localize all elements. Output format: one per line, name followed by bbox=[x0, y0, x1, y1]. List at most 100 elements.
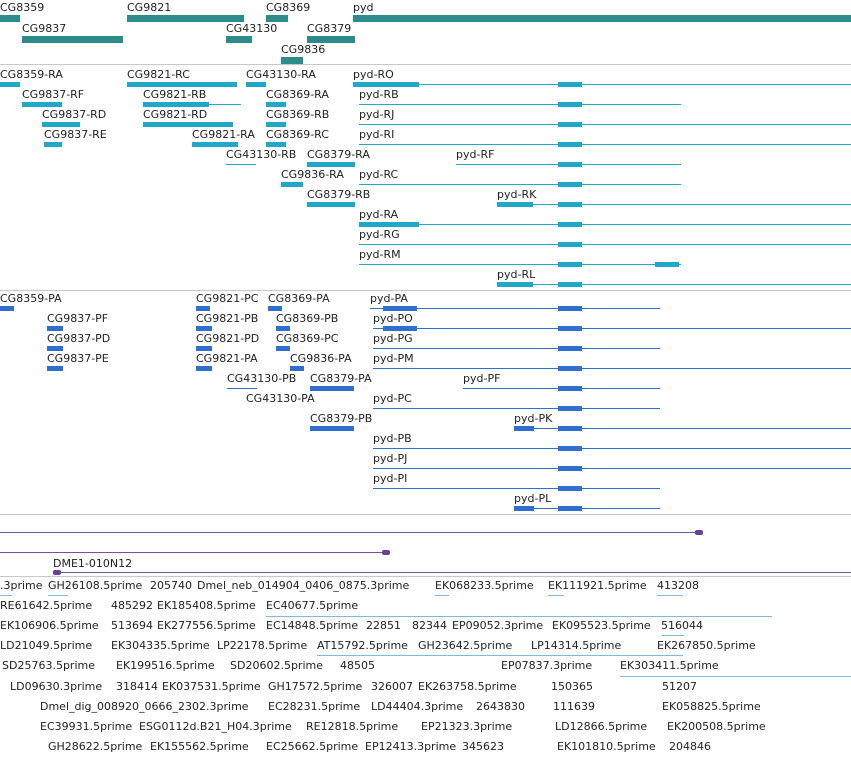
transcript-label[interactable]: CG9821-RA bbox=[192, 128, 255, 141]
est-alignment[interactable] bbox=[657, 595, 683, 596]
protein-label[interactable]: CG8369-PB bbox=[276, 312, 339, 325]
transcript-exon[interactable] bbox=[127, 82, 237, 87]
est-label[interactable]: Dmel_neb_014904_0406_0875.3prime bbox=[197, 579, 410, 592]
transcript-exon[interactable] bbox=[22, 102, 62, 107]
clone-line[interactable] bbox=[0, 552, 388, 553]
est-label[interactable]: EK185408.5prime bbox=[157, 599, 256, 612]
est-label[interactable]: EK037531.5prime bbox=[162, 680, 261, 693]
transcript-exon[interactable] bbox=[0, 82, 20, 87]
est-label[interactable]: EK111921.5prime bbox=[548, 579, 647, 592]
protein-label[interactable]: CG8379-PA bbox=[310, 372, 372, 385]
gene-bar[interactable] bbox=[0, 15, 20, 22]
cds-exon[interactable] bbox=[196, 326, 212, 331]
cds-exon[interactable] bbox=[290, 366, 304, 371]
gene-label[interactable]: CG43130 bbox=[226, 22, 278, 35]
cds-exon[interactable] bbox=[558, 426, 582, 431]
transcript-exon[interactable] bbox=[192, 142, 238, 147]
est-alignment[interactable] bbox=[48, 595, 68, 596]
est-label[interactable]: 318414 bbox=[116, 680, 158, 693]
transcript-label[interactable]: pyd-RA bbox=[359, 208, 399, 221]
gene-bar[interactable] bbox=[266, 15, 288, 22]
gene-label[interactable]: CG9836 bbox=[281, 43, 326, 56]
est-label[interactable]: LD21049.5prime bbox=[0, 639, 93, 652]
cds-exon[interactable] bbox=[310, 386, 354, 391]
clone-end-marker[interactable] bbox=[382, 550, 390, 555]
est-label[interactable]: EK095523.5prime bbox=[552, 619, 651, 632]
transcript-exon[interactable] bbox=[246, 82, 266, 87]
est-label[interactable]: Dmel_dig_008920_0666_2302.3prime bbox=[40, 700, 249, 713]
est-label[interactable]: 326007 bbox=[371, 680, 413, 693]
transcript-exon[interactable] bbox=[558, 82, 582, 87]
est-label[interactable]: LP14314.5prime bbox=[531, 639, 622, 652]
est-label[interactable]: EC40677.5prime bbox=[266, 599, 359, 612]
gene-label[interactable]: pyd bbox=[353, 1, 374, 14]
est-label[interactable]: 22851 bbox=[366, 619, 401, 632]
transcript-exon[interactable] bbox=[143, 102, 209, 107]
est-label[interactable]: 516044 bbox=[661, 619, 703, 632]
est-label[interactable]: 111639 bbox=[553, 700, 595, 713]
protein-label[interactable]: CG9821-PB bbox=[196, 312, 259, 325]
est-label[interactable]: EK304335.5prime bbox=[111, 639, 210, 652]
transcript-exon[interactable] bbox=[558, 142, 582, 147]
transcript-label[interactable]: CG8359-RA bbox=[0, 68, 63, 81]
cds-exon[interactable] bbox=[383, 306, 417, 311]
est-alignment[interactable] bbox=[435, 595, 449, 596]
cds-exon[interactable] bbox=[383, 326, 417, 331]
transcript-label[interactable]: pyd-RC bbox=[359, 168, 399, 181]
transcript-label[interactable]: CG8379-RA bbox=[307, 148, 370, 161]
protein-label[interactable]: CG9837-PD bbox=[47, 332, 111, 345]
protein-label[interactable]: CG8379-PB bbox=[310, 412, 373, 425]
est-label[interactable]: 48505 bbox=[340, 659, 375, 672]
clone-label[interactable]: DME1-010N12 bbox=[53, 557, 133, 570]
protein-label[interactable]: pyd-PF bbox=[463, 372, 501, 385]
transcript-exon[interactable] bbox=[558, 262, 582, 267]
est-label[interactable]: RE61642.5prime bbox=[0, 599, 93, 612]
est-label[interactable]: GH28622.5prime bbox=[48, 740, 143, 753]
transcript-exon[interactable] bbox=[558, 242, 582, 247]
est-label[interactable]: EK058825.5prime bbox=[662, 700, 761, 713]
est-label[interactable]: EP07837.3prime bbox=[501, 659, 593, 672]
est-label[interactable]: 150365 bbox=[551, 680, 593, 693]
cds-exon[interactable] bbox=[276, 326, 290, 331]
gene-label[interactable]: CG8369 bbox=[266, 1, 311, 14]
protein-label[interactable]: pyd-PO bbox=[373, 312, 413, 325]
transcript-exon[interactable] bbox=[558, 122, 582, 127]
est-label[interactable]: 485292 bbox=[111, 599, 153, 612]
clone-end-marker[interactable] bbox=[53, 570, 61, 575]
cds-exon[interactable] bbox=[558, 406, 582, 411]
est-alignment[interactable] bbox=[317, 655, 683, 656]
est-label[interactable]: SD25763.5prime bbox=[2, 659, 95, 672]
protein-label[interactable]: pyd-PA bbox=[370, 292, 408, 305]
transcript-label[interactable]: pyd-RO bbox=[353, 68, 394, 81]
cds-exon[interactable] bbox=[276, 346, 290, 351]
est-label[interactable]: EP12413.3prime bbox=[365, 740, 457, 753]
protein-label[interactable]: CG9837-PF bbox=[47, 312, 109, 325]
transcript-label[interactable]: pyd-RJ bbox=[359, 108, 395, 121]
est-label[interactable]: EC39931.5prime bbox=[40, 720, 133, 733]
est-label[interactable]: RE12818.5prime bbox=[306, 720, 399, 733]
protein-label[interactable]: CG8369-PA bbox=[268, 292, 330, 305]
cds-exon[interactable] bbox=[558, 446, 582, 451]
est-label[interactable]: 413208 bbox=[657, 579, 699, 592]
transcript-label[interactable]: pyd-RB bbox=[359, 88, 399, 101]
transcript-label[interactable]: pyd-RI bbox=[359, 128, 395, 141]
cds-exon[interactable] bbox=[268, 306, 282, 311]
cds-exon[interactable] bbox=[514, 506, 534, 511]
est-label[interactable]: EP09052.3prime bbox=[452, 619, 544, 632]
est-alignment[interactable] bbox=[662, 635, 684, 636]
est-label[interactable]: ESG0112d.B21_H04.3prime bbox=[139, 720, 292, 733]
protein-label[interactable]: pyd-PJ bbox=[373, 452, 408, 465]
gene-bar[interactable] bbox=[307, 36, 355, 43]
est-label[interactable]: LD44404.3prime bbox=[371, 700, 464, 713]
est-label[interactable]: EK199516.5prime bbox=[116, 659, 215, 672]
protein-label[interactable]: pyd-PL bbox=[514, 492, 552, 505]
est-label[interactable]: SD20602.5prime bbox=[230, 659, 323, 672]
transcript-label[interactable]: CG9837-RF bbox=[22, 88, 85, 101]
est-label[interactable]: 51207 bbox=[662, 680, 697, 693]
transcript-exon[interactable] bbox=[307, 162, 355, 167]
protein-label[interactable]: CG9836-PA bbox=[290, 352, 352, 365]
est-label[interactable]: 513694 bbox=[111, 619, 153, 632]
est-label[interactable]: 205740 bbox=[150, 579, 192, 592]
transcript-exon[interactable] bbox=[353, 82, 419, 87]
transcript-label[interactable]: CG8369-RC bbox=[266, 128, 329, 141]
